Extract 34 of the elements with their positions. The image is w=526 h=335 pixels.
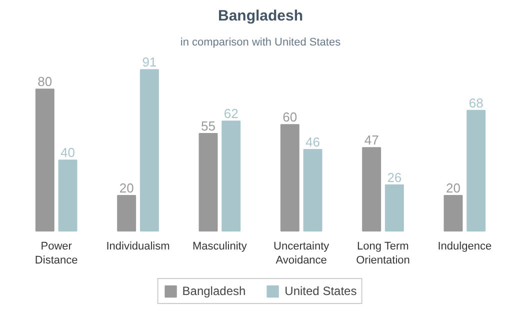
bar xyxy=(384,184,404,232)
x-tick-label: Uncertainty Avoidance xyxy=(274,240,330,266)
legend-label: United States xyxy=(284,284,357,298)
bar xyxy=(117,195,136,232)
chart-title: Bangladesh xyxy=(218,8,304,24)
bar xyxy=(303,148,322,232)
bar xyxy=(35,88,54,232)
data-label: 91 xyxy=(142,54,157,70)
bar xyxy=(58,160,78,232)
x-tick-label: Power Distance xyxy=(34,240,78,266)
x-tick-label: Indulgence xyxy=(438,240,492,253)
data-label: 55 xyxy=(201,118,216,134)
x-tick-label: Masculinity xyxy=(192,240,248,253)
data-label: 40 xyxy=(60,145,76,160)
data-label: 26 xyxy=(387,170,402,185)
chart-subtitle: in comparison with United States xyxy=(180,36,342,48)
x-tick-label: Long Term Orientation xyxy=(356,240,410,266)
bar xyxy=(222,120,241,232)
data-label: 47 xyxy=(364,132,379,148)
data-label: 68 xyxy=(468,95,484,110)
data-label: 20 xyxy=(446,180,460,196)
bar xyxy=(198,132,218,232)
legend-label: Bangladesh xyxy=(182,284,246,298)
bar xyxy=(444,195,463,232)
data-label: 62 xyxy=(224,106,238,122)
x-tick-label: Individualism xyxy=(106,240,170,253)
bar xyxy=(466,110,486,232)
bar xyxy=(362,147,382,232)
bar xyxy=(280,124,300,232)
data-label: 20 xyxy=(119,180,134,196)
data-label: 80 xyxy=(38,74,52,90)
bar xyxy=(140,69,159,232)
data-label: 46 xyxy=(306,134,320,150)
data-label: 60 xyxy=(282,110,298,125)
